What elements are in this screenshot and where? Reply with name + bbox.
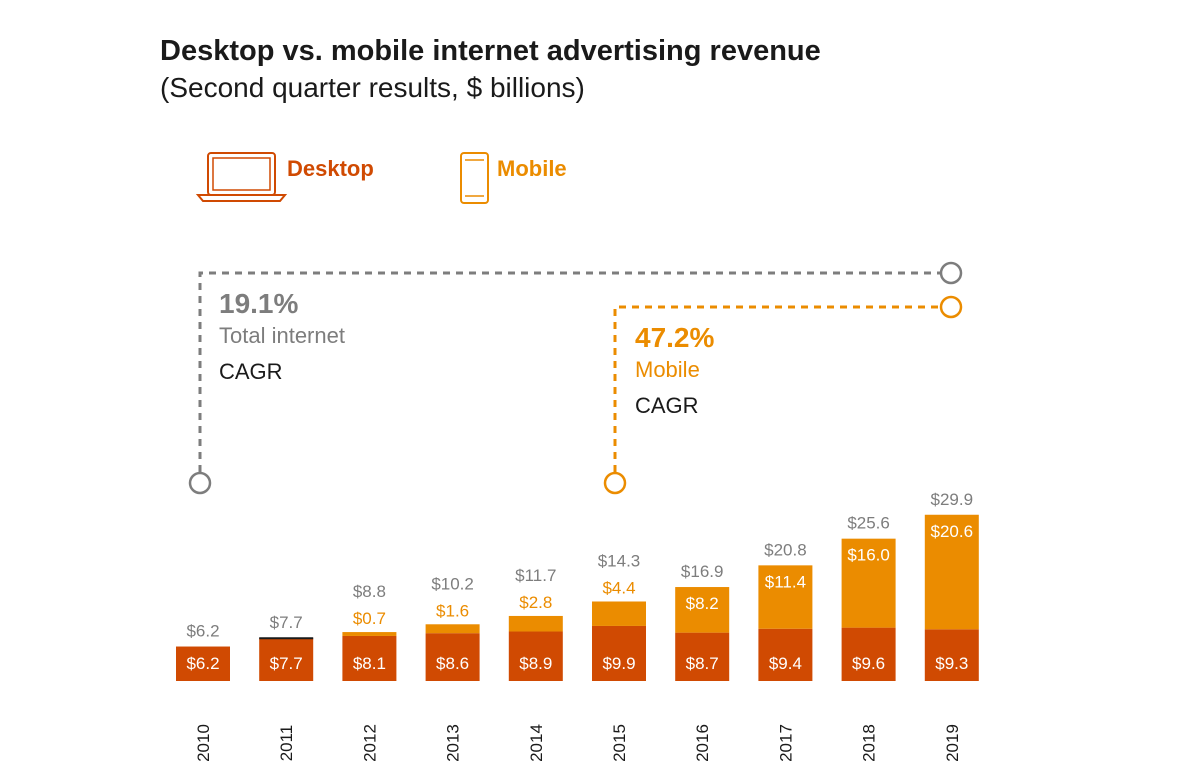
bar-mobile-2014: [508, 615, 563, 632]
x-tick-2013: 2013: [444, 724, 463, 762]
x-tick-2017: 2017: [776, 724, 795, 762]
laptop-icon: [195, 152, 288, 202]
cagr-mobile-label: Mobile: [635, 357, 700, 382]
bar-desktop-label-2018: $9.6: [852, 654, 885, 673]
cagr-mobile-end-marker: [939, 295, 963, 319]
cagr-mobile-start-marker: [603, 471, 627, 495]
bar-desktop-2014: [508, 631, 563, 681]
bar-mobile-2017: [758, 565, 813, 629]
bar-total-label-2014: $11.7: [515, 566, 556, 585]
cagr-mobile-bracket: [603, 295, 963, 495]
bars-layer: $6.2 $6.2 2010 $7.7 $7.7 2011 $8.1 $0.7 $8.8 2012…: [176, 490, 979, 762]
bar-desktop-label-2011: $7.7: [270, 654, 303, 673]
cagr-mobile-sub: CAGR: [635, 393, 699, 418]
legend-desktop-label: Desktop: [287, 156, 374, 181]
cagr-total-bracket: [188, 261, 963, 495]
bar-total-label-2010: $6.2: [186, 622, 219, 641]
bar-total-label-2013: $10.2: [431, 574, 474, 593]
cagr-total-label: Total internet: [219, 323, 345, 348]
bar-mobile-2015: [592, 601, 646, 626]
bar-desktop-2013: [425, 633, 480, 681]
chart-title: Desktop vs. mobile internet advertising …: [160, 35, 821, 67]
bar-mobile-label-2014: $2.8: [519, 593, 552, 612]
bar-mobile-2019: [924, 514, 979, 630]
bar-desktop-label-2019: $9.3: [935, 654, 968, 673]
bar-mobile-label-2019: $20.6: [931, 522, 974, 541]
bar-total-label-2015: $14.3: [598, 551, 641, 570]
chart-subtitle: (Second quarter results, $ billions): [160, 72, 585, 103]
x-tick-2012: 2012: [360, 724, 379, 762]
cagr-mobile-value: 47.2%: [635, 322, 714, 353]
bar-mobile-label-2012: $0.7: [353, 609, 386, 628]
cagr-total-value: 19.1%: [219, 288, 298, 319]
bar-mobile-label-2017: $11.4: [765, 572, 806, 591]
x-tick-2018: 2018: [860, 724, 879, 762]
cagr-total-end-marker: [939, 261, 963, 285]
bar-desktop-label-2012: $8.1: [353, 654, 386, 673]
x-tick-2011: 2011: [277, 725, 296, 762]
bar-desktop-2018: [841, 627, 896, 681]
x-tick-2010: 2010: [194, 724, 213, 762]
bar-desktop-2011: [259, 638, 314, 681]
bar-mobile-label-2013: $1.6: [436, 601, 469, 620]
bar-desktop-label-2014: $8.9: [519, 654, 552, 673]
bar-desktop-2016: [675, 632, 730, 681]
bar-total-label-2012: $8.8: [353, 582, 386, 601]
x-tick-2014: 2014: [527, 724, 546, 762]
x-tick-2019: 2019: [943, 724, 962, 762]
legend: Desktop Mobile: [195, 152, 567, 204]
bar-total-label-2011: $7.7: [270, 613, 303, 632]
bar-desktop-label-2016: $8.7: [686, 654, 719, 673]
bar-desktop-2019: [924, 629, 979, 681]
smartphone-icon: [460, 152, 489, 204]
x-tick-2015: 2015: [610, 724, 629, 762]
bar-mobile-2016: [675, 587, 730, 633]
cagr-total-start-marker: [188, 471, 212, 495]
bar-total-label-2017: $20.8: [764, 540, 807, 559]
bar-mobile-label-2016: $8.2: [686, 594, 719, 613]
bar-total-label-2019: $29.9: [931, 490, 974, 509]
bar-mobile-2012: [342, 632, 397, 636]
legend-mobile-label: Mobile: [497, 156, 567, 181]
bar-desktop-2015: [592, 625, 646, 681]
bar-mobile-2013: [425, 624, 480, 634]
bar-mobile-2018: [841, 538, 896, 628]
bar-total-label-2016: $16.9: [681, 562, 724, 581]
bar-desktop-label-2015: $9.9: [602, 654, 635, 673]
bar-desktop-2012: [342, 635, 397, 681]
bar-mobile-label-2018: $16.0: [847, 546, 890, 565]
x-tick-2016: 2016: [693, 724, 712, 762]
bar-desktop-label-2010: $6.2: [186, 654, 219, 673]
bar-mobile-label-2015: $4.4: [602, 578, 635, 597]
bar-desktop-2017: [758, 628, 813, 681]
bar-desktop-2010: [176, 646, 230, 681]
bar-desktop-label-2017: $9.4: [769, 654, 802, 673]
cagr-total-sub: CAGR: [219, 359, 283, 384]
bar-total-label-2018: $25.6: [847, 514, 890, 533]
bar-desktop-label-2013: $8.6: [436, 654, 469, 673]
